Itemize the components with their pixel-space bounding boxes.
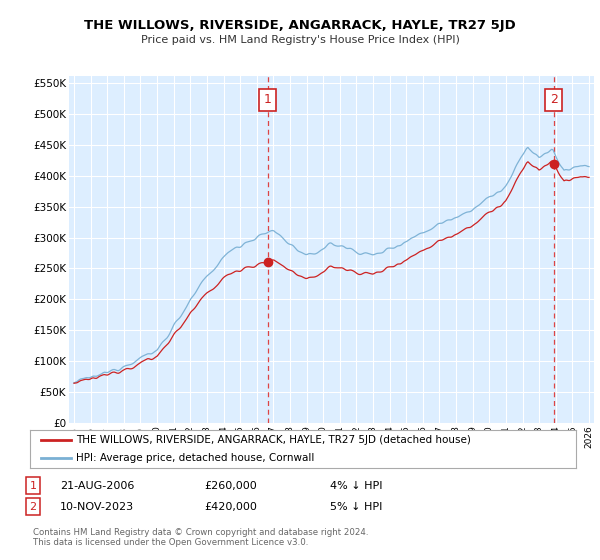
- Text: £420,000: £420,000: [204, 502, 257, 512]
- Text: 2: 2: [550, 94, 557, 106]
- Text: 4% ↓ HPI: 4% ↓ HPI: [330, 480, 383, 491]
- Text: THE WILLOWS, RIVERSIDE, ANGARRACK, HAYLE, TR27 5JD (detached house): THE WILLOWS, RIVERSIDE, ANGARRACK, HAYLE…: [76, 435, 471, 445]
- Text: THE WILLOWS, RIVERSIDE, ANGARRACK, HAYLE, TR27 5JD: THE WILLOWS, RIVERSIDE, ANGARRACK, HAYLE…: [84, 20, 516, 32]
- Text: 1: 1: [263, 94, 271, 106]
- Text: HPI: Average price, detached house, Cornwall: HPI: Average price, detached house, Corn…: [76, 453, 315, 463]
- Text: 10-NOV-2023: 10-NOV-2023: [60, 502, 134, 512]
- Text: 21-AUG-2006: 21-AUG-2006: [60, 480, 134, 491]
- Text: 2: 2: [29, 502, 37, 512]
- Text: £260,000: £260,000: [204, 480, 257, 491]
- Text: Price paid vs. HM Land Registry's House Price Index (HPI): Price paid vs. HM Land Registry's House …: [140, 35, 460, 45]
- Text: 1: 1: [29, 480, 37, 491]
- Text: 5% ↓ HPI: 5% ↓ HPI: [330, 502, 382, 512]
- Text: Contains HM Land Registry data © Crown copyright and database right 2024.
This d: Contains HM Land Registry data © Crown c…: [33, 528, 368, 547]
